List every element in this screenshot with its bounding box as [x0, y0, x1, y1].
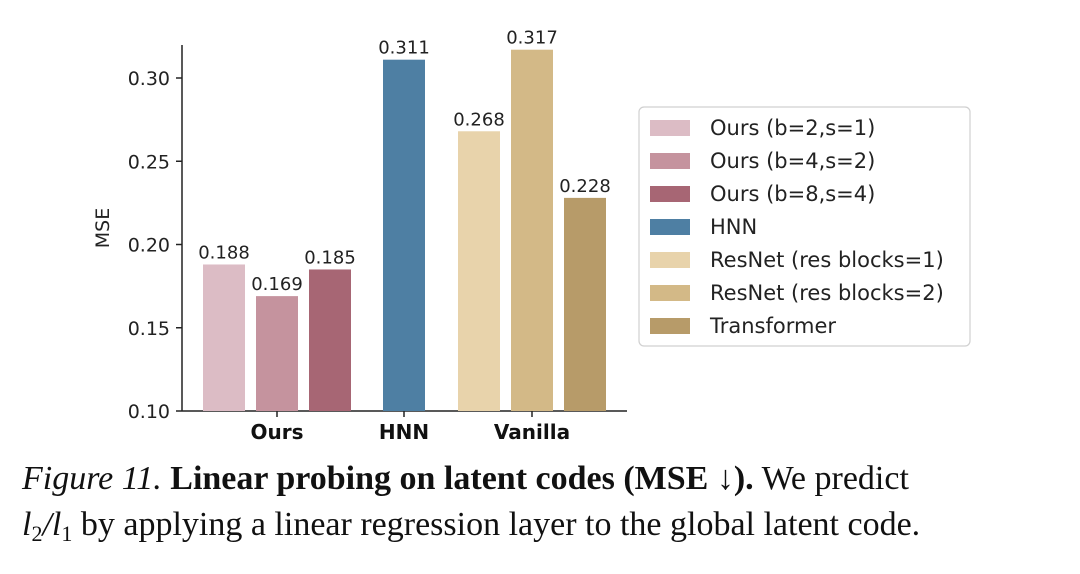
- y-axis-title: MSE: [92, 208, 114, 248]
- caption-figure-number: Figure 11.: [22, 460, 162, 497]
- legend-swatch: [650, 318, 690, 334]
- legend-label: Ours (b=8,s=4): [710, 182, 875, 206]
- legend-swatch: [650, 285, 690, 301]
- math-sub-1: 1: [61, 521, 73, 546]
- bar: [383, 59, 425, 412]
- bar-value-label: 0.317: [506, 28, 558, 49]
- caption-text-2: by applying a linear regression layer to…: [80, 506, 921, 543]
- caption-title: Linear probing on latent codes (MSE ↓).: [170, 460, 754, 497]
- bar-value-label: 0.185: [304, 247, 356, 268]
- caption-math: l2/l1: [22, 506, 73, 546]
- legend-label: Transformer: [709, 314, 836, 338]
- legend: Ours (b=2,s=1) Ours (b=4,s=2) Ours (b=8,s=…: [638, 106, 971, 347]
- legend-label: ResNet (res blocks=2): [710, 281, 944, 305]
- bar: [309, 269, 351, 411]
- math-slash: /: [42, 506, 52, 543]
- math-l1: l: [51, 506, 62, 543]
- bar: [203, 264, 245, 411]
- legend-swatch: [650, 252, 690, 268]
- legend-label: Ours (b=2,s=1): [710, 116, 875, 140]
- y-tick-label: 0.10: [128, 401, 170, 423]
- y-tick-label: 0.25: [128, 151, 170, 173]
- y-tick-label: 0.30: [128, 68, 170, 90]
- bar-value-label: 0.228: [559, 176, 611, 197]
- legend-label: ResNet (res blocks=1): [710, 248, 944, 272]
- legend-label: Ours (b=4,s=2): [710, 149, 875, 173]
- x-group-label: Ours: [250, 420, 303, 444]
- legend-swatch: [650, 219, 690, 235]
- bar: [256, 296, 298, 411]
- legend-label: HNN: [710, 215, 757, 239]
- math-l2: l: [22, 506, 32, 543]
- x-group-label: HNN: [379, 420, 429, 444]
- y-tick-label: 0.20: [128, 235, 170, 257]
- bar-value-label: 0.188: [198, 242, 250, 263]
- bar-value-label: 0.268: [453, 109, 505, 130]
- legend-swatch: [650, 120, 690, 136]
- math-sub-2: 2: [31, 521, 43, 546]
- legend-swatch: [650, 186, 690, 202]
- caption-text-1: We predict: [761, 460, 909, 497]
- bar-value-label: 0.311: [378, 38, 430, 59]
- legend-box: [638, 106, 971, 347]
- bar: [511, 49, 553, 411]
- figure-caption: Figure 11. Linear probing on latent code…: [22, 456, 1072, 557]
- bar: [458, 131, 500, 411]
- y-tick-label: 0.15: [128, 318, 170, 340]
- bar: [564, 197, 606, 411]
- x-group-label: Vanilla: [494, 420, 570, 444]
- bar-value-label: 0.169: [251, 274, 303, 295]
- legend-swatch: [650, 153, 690, 169]
